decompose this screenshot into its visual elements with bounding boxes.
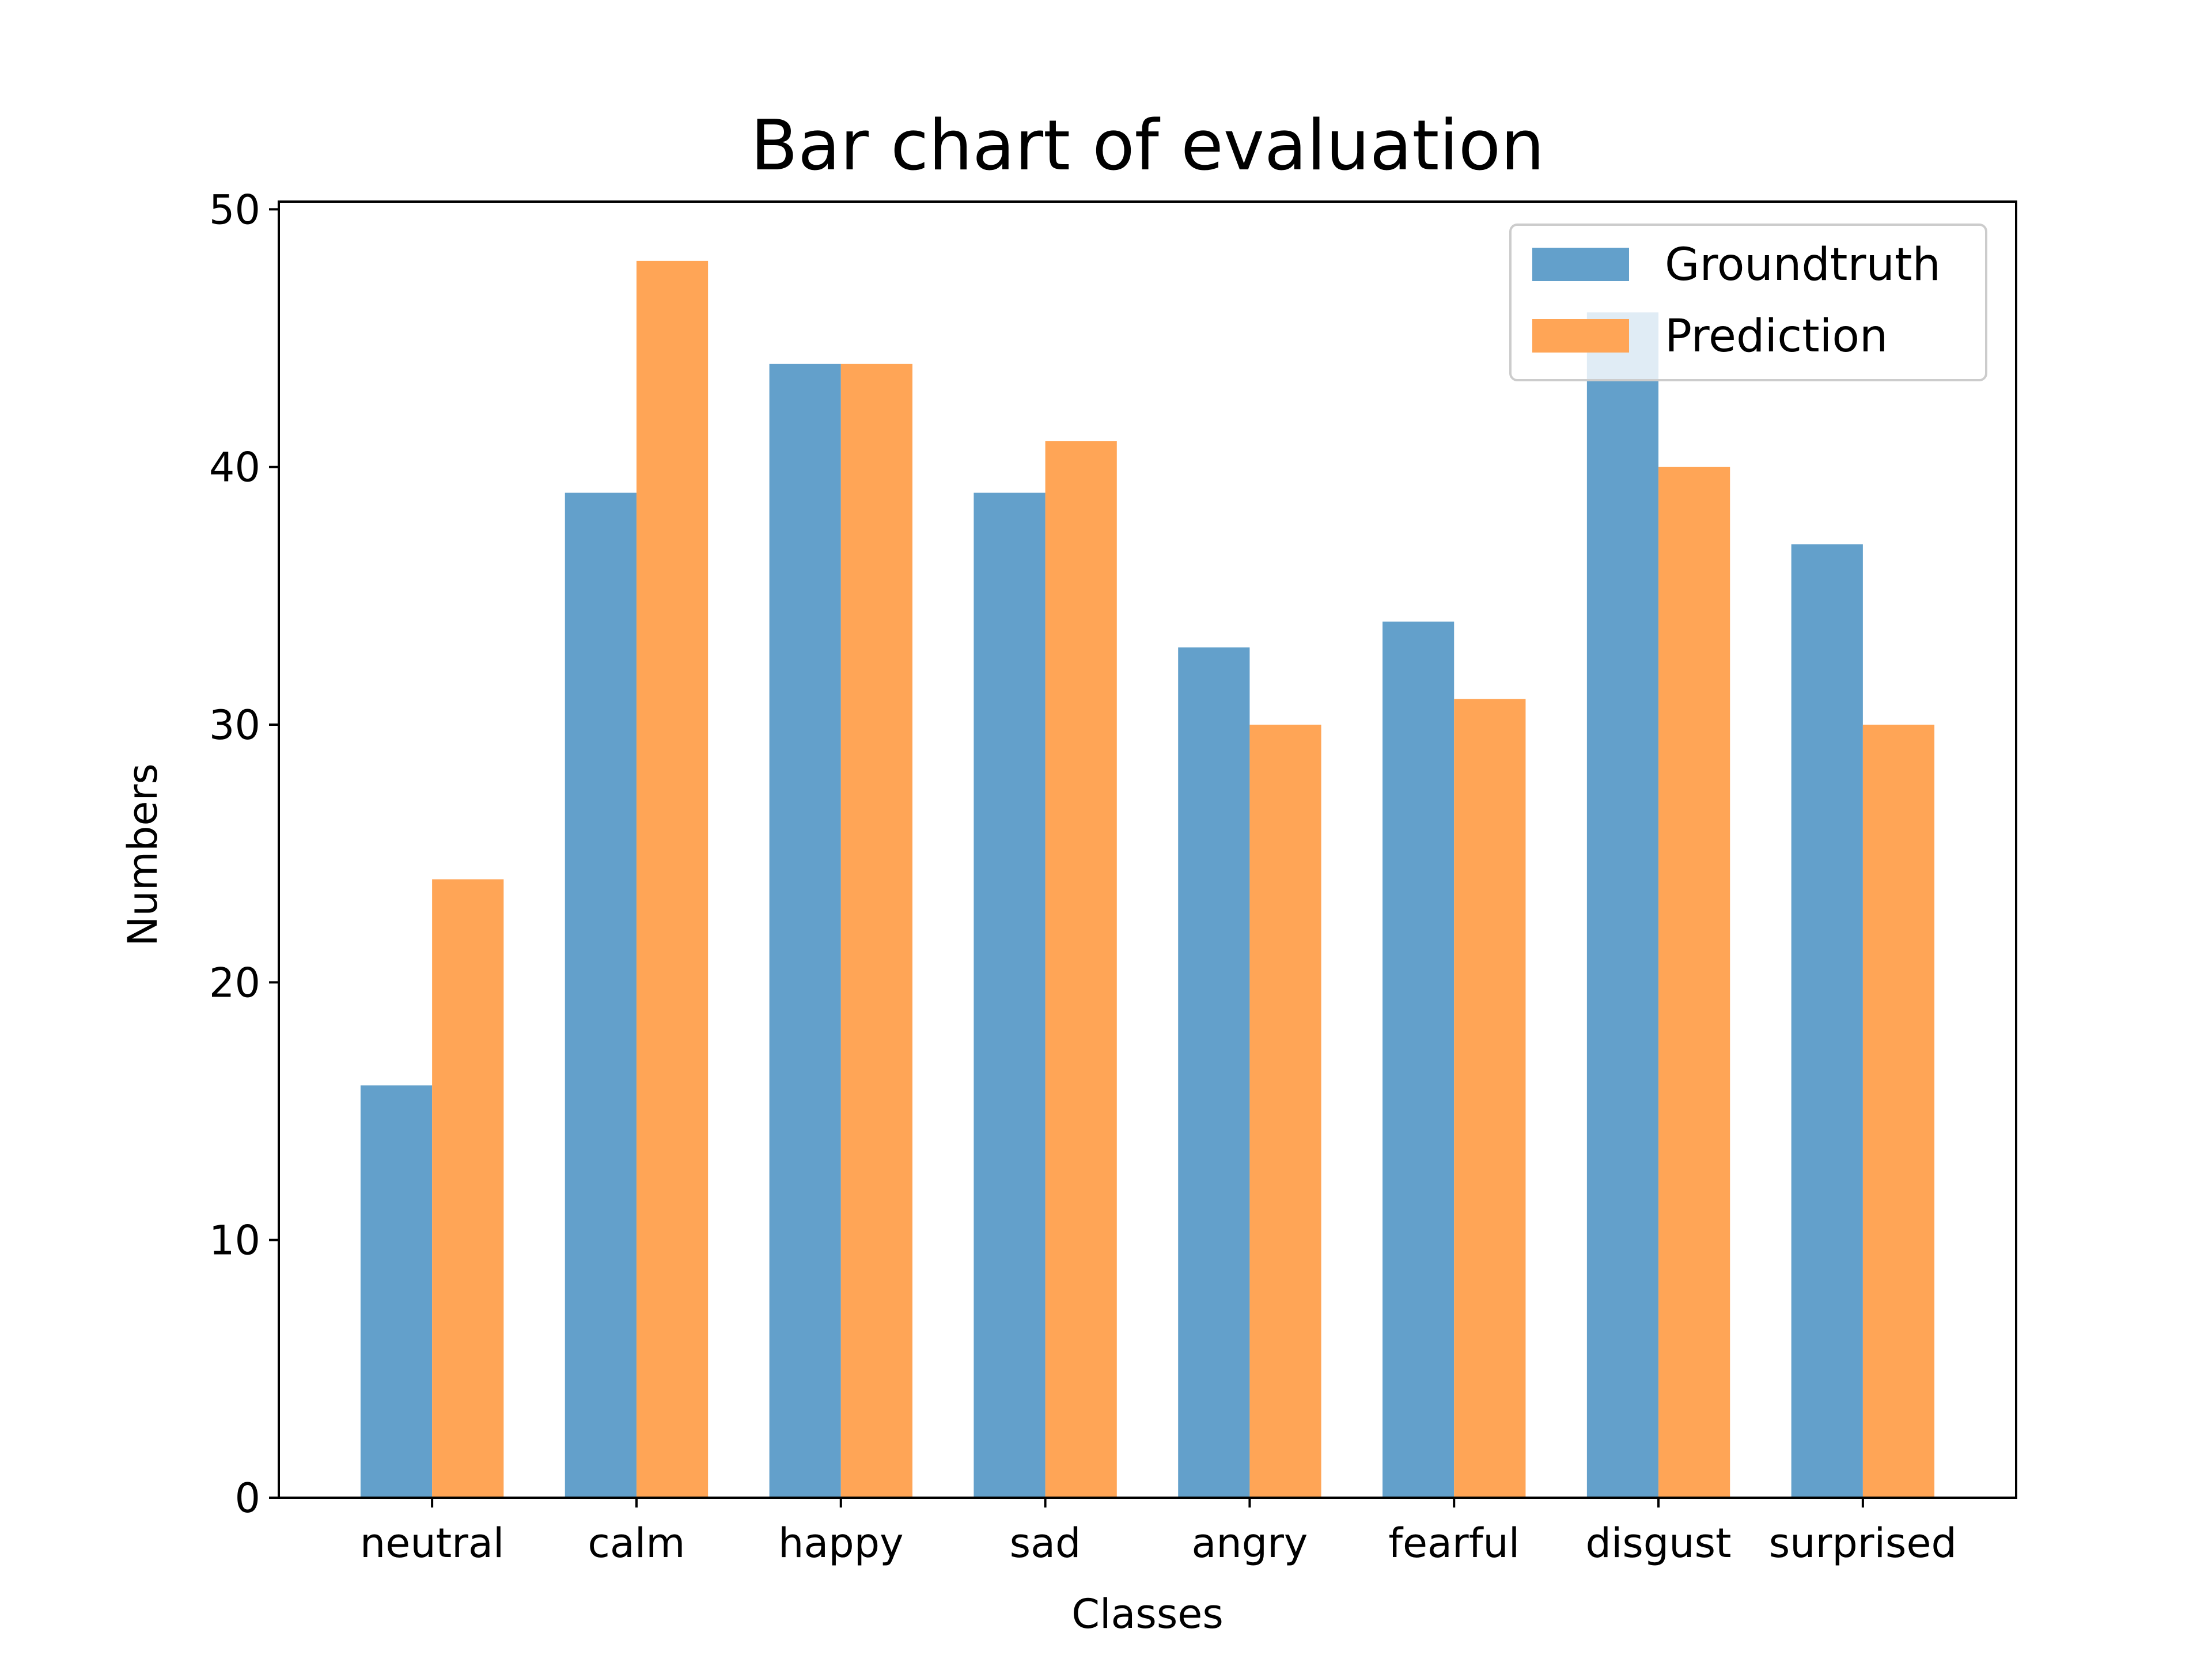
bar-groundtruth-calm	[565, 493, 637, 1498]
y-tick-label: 20	[209, 959, 260, 1006]
bar-prediction-fearful	[1454, 699, 1526, 1498]
x-tick-label: surprised	[1769, 1520, 1957, 1567]
legend[interactable]: Groundtruth Prediction	[1509, 224, 1987, 381]
bar-groundtruth-disgust	[1586, 312, 1659, 1498]
legend-swatch-prediction	[1532, 319, 1629, 353]
y-tick-label: 40	[209, 444, 260, 491]
x-tick-label: angry	[1191, 1520, 1308, 1567]
y-axis: 0 10 20 30 40 50	[209, 186, 279, 1522]
x-tick-label: calm	[588, 1520, 685, 1567]
chart-title: Bar chart of evaluation	[751, 106, 1544, 186]
x-axis: neutral calm happy sad angry fearful disgust su…	[360, 1498, 1957, 1567]
bar-prediction-happy	[840, 363, 912, 1498]
bar-prediction-calm	[636, 260, 709, 1498]
plot-area	[278, 200, 2017, 1499]
bar-groundtruth-happy	[769, 363, 841, 1498]
x-tick-label: fearful	[1388, 1520, 1520, 1567]
bar-groundtruth-neutral	[360, 1085, 433, 1498]
bar-prediction-sad	[1045, 441, 1117, 1498]
bar-groundtruth-surprised	[1791, 544, 1863, 1498]
x-tick-label: disgust	[1586, 1520, 1732, 1567]
y-tick-label: 30	[209, 702, 260, 749]
plot-frame	[278, 200, 2017, 1499]
legend-box	[1509, 224, 1987, 381]
bar-groundtruth-angry	[1178, 647, 1250, 1498]
bar-prediction-angry	[1249, 725, 1321, 1498]
bar-groundtruth-sad	[974, 493, 1046, 1498]
bar-prediction-surprised	[1862, 725, 1935, 1498]
x-axis-label: Classes	[1071, 1590, 1224, 1638]
bar-prediction-disgust	[1658, 467, 1730, 1498]
bar-groundtruth-fearful	[1382, 622, 1455, 1498]
y-axis-label: Numbers	[119, 763, 166, 946]
x-tick-label: happy	[778, 1520, 904, 1567]
bar-prediction-neutral	[432, 879, 504, 1498]
x-tick-label: neutral	[360, 1520, 504, 1567]
y-tick-label: 10	[209, 1217, 260, 1264]
y-tick-label: 0	[234, 1475, 260, 1522]
x-tick-label: sad	[1010, 1520, 1081, 1567]
legend-label-prediction: Prediction	[1665, 310, 1888, 362]
legend-swatch-groundtruth	[1532, 248, 1629, 281]
legend-label-groundtruth: Groundtruth	[1665, 239, 1941, 291]
y-tick-label: 50	[209, 186, 260, 233]
